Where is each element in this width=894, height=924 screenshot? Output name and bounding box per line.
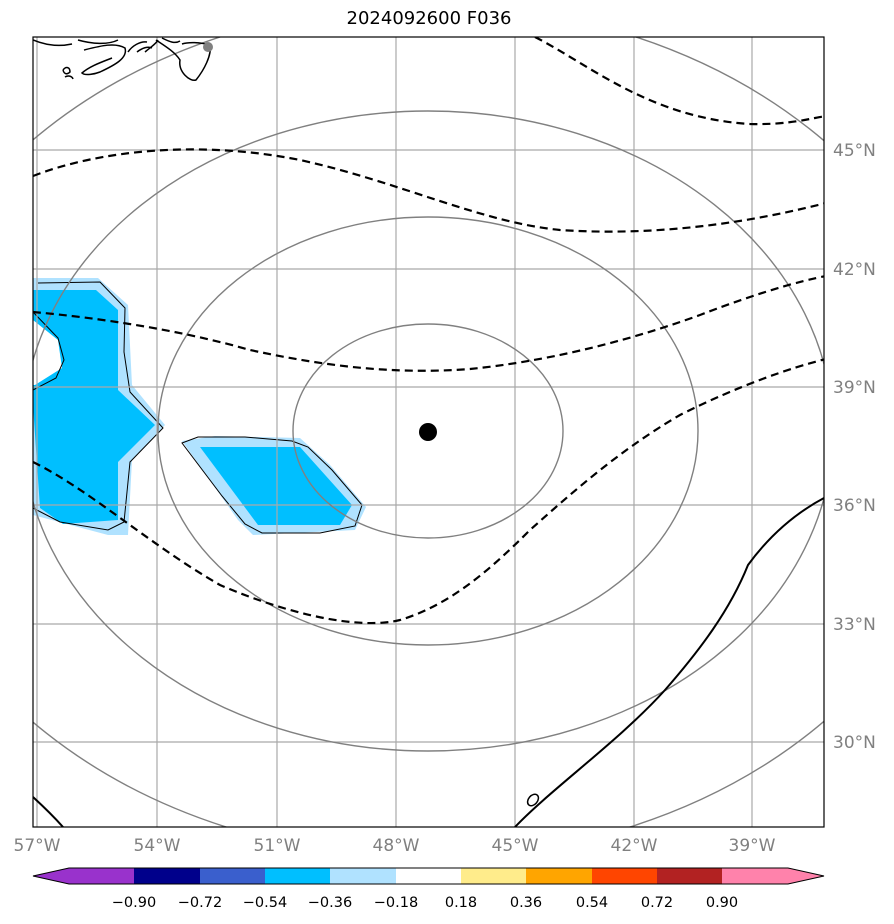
map-title: 2024092600 F036: [346, 8, 512, 29]
colorbar-tick: −0.36: [308, 895, 352, 911]
colorbar-segment: [461, 868, 526, 884]
colorbar-tick: −0.18: [374, 895, 418, 911]
anomaly-region-west: [33, 278, 165, 535]
zero-contour-west: [33, 796, 64, 827]
concentric-contours: [33, 37, 824, 827]
lat-label: 33°N: [833, 615, 876, 635]
colorbar-segments: [33, 868, 824, 884]
lat-label: 39°N: [833, 378, 876, 398]
colorbar: −0.90 −0.72 −0.54 −0.36 −0.18 0.18 0.36 …: [32, 867, 825, 911]
colorbar-segment: [526, 868, 592, 884]
colorbar-segment: [592, 868, 657, 884]
colorbar-tick: −0.90: [112, 895, 156, 911]
colorbar-tick: −0.54: [243, 895, 287, 911]
lon-label: 48°W: [373, 836, 420, 856]
colorbar-tick: 0.18: [445, 895, 477, 911]
latitude-labels: 45°N 42°N 39°N 36°N 33°N 30°N: [833, 141, 876, 753]
lon-label: 51°W: [254, 836, 301, 856]
anomaly-region-central: [181, 436, 366, 535]
lon-label: 57°W: [14, 836, 61, 856]
colorbar-segment: [657, 868, 722, 884]
colorbar-segment: [69, 868, 134, 884]
colorbar-segment: [265, 868, 330, 884]
lat-label: 42°N: [833, 260, 876, 280]
longitude-labels: 57°W 54°W 51°W 48°W 45°W 42°W 39°W: [14, 836, 776, 856]
coastline: [33, 37, 212, 81]
colorbar-tick: 0.90: [706, 895, 738, 911]
zero-contour: [514, 496, 824, 827]
colorbar-segment: [33, 868, 69, 884]
colorbar-tick: 0.72: [641, 895, 673, 911]
colorbar-segment: [396, 868, 461, 884]
dashed-contours: [33, 37, 824, 625]
lon-label: 42°W: [611, 836, 658, 856]
lat-label: 45°N: [833, 141, 876, 161]
colorbar-segment: [788, 868, 824, 884]
zero-contour-label: [526, 793, 540, 807]
colorbar-segment: [330, 868, 396, 884]
colorbar-segment: [200, 868, 265, 884]
lat-label: 36°N: [833, 496, 876, 516]
colorbar-segment: [134, 868, 200, 884]
lon-label: 39°W: [729, 836, 776, 856]
map-gridlines: [33, 37, 824, 827]
colorbar-outline: [32, 867, 825, 885]
lon-label: 54°W: [134, 836, 181, 856]
colorbar-labels: −0.90 −0.72 −0.54 −0.36 −0.18 0.18 0.36 …: [112, 895, 738, 911]
coastline-dot: [203, 42, 213, 52]
lat-label: 30°N: [833, 733, 876, 753]
colorbar-segment: [722, 868, 788, 884]
map-frame: [32, 36, 825, 828]
colorbar-tick: 0.36: [510, 895, 542, 911]
colorbar-tick: 0.54: [576, 895, 608, 911]
colorbar-tick: −0.72: [178, 895, 222, 911]
storm-center-marker: [419, 423, 437, 441]
lon-label: 45°W: [492, 836, 539, 856]
